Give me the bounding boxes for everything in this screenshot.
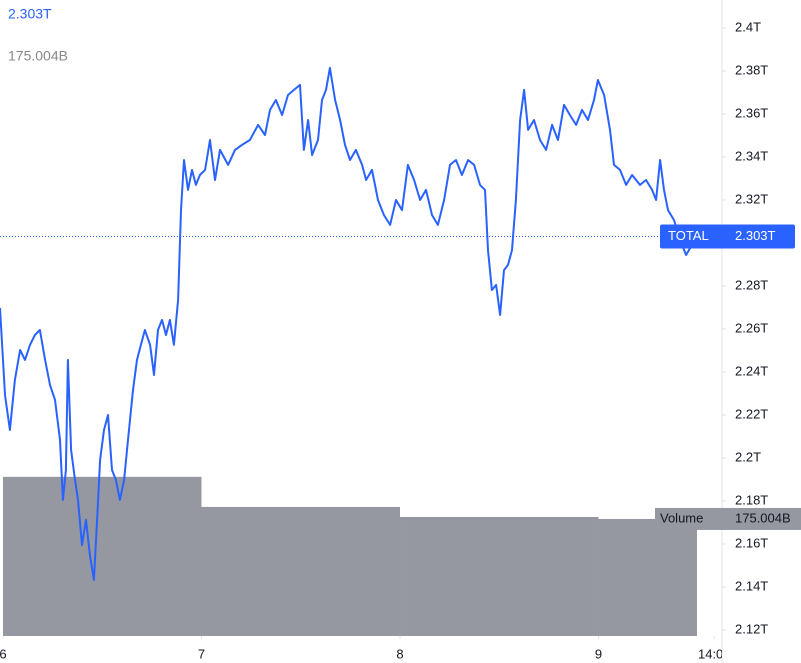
y-tick-label: 2.32T [735,191,768,206]
volume-bar [400,516,599,636]
y-tick-label: 2.26T [735,320,768,335]
last-price-label: 2.303T [735,228,776,243]
header-volume: 175.004B [8,48,68,64]
volume-name: Volume [660,510,703,525]
y-tick-label: 2.38T [735,62,768,77]
y-tick-label: 2.18T [735,492,768,507]
y-tick-label: 2.28T [735,277,768,292]
y-tick-label: 2.16T [735,535,768,550]
y-tick-label: 2.34T [735,148,768,163]
y-tick-label: 2.14T [735,578,768,593]
x-tick-label: 7 [198,646,205,661]
x-tick-label: 8 [396,646,403,661]
volume-bar [598,518,697,636]
series-name: TOTAL [668,228,709,243]
y-tick-label: 2.24T [735,363,768,378]
y-tick-label: 2.36T [735,105,768,120]
volume-bar [2,476,202,636]
x-tick-label: 9 [595,646,602,661]
x-tick-label: 14:00 [698,646,731,661]
plot-area [0,66,722,636]
header-price: 2.303T [8,6,52,22]
x-tick-label: 6 [0,646,7,661]
volume-box [655,507,801,530]
last-price-box [660,224,795,249]
y-tick-label: 2.4T [735,19,761,34]
volume-label: 175.004B [735,510,791,525]
time-axis: 6 7 8 9 14:00 [0,636,731,661]
y-tick-label: 2.2T [735,449,761,464]
volume-bar [201,506,401,636]
y-tick-label: 2.12T [735,621,768,636]
price-line [0,66,698,581]
y-tick-label: 2.22T [735,406,768,421]
